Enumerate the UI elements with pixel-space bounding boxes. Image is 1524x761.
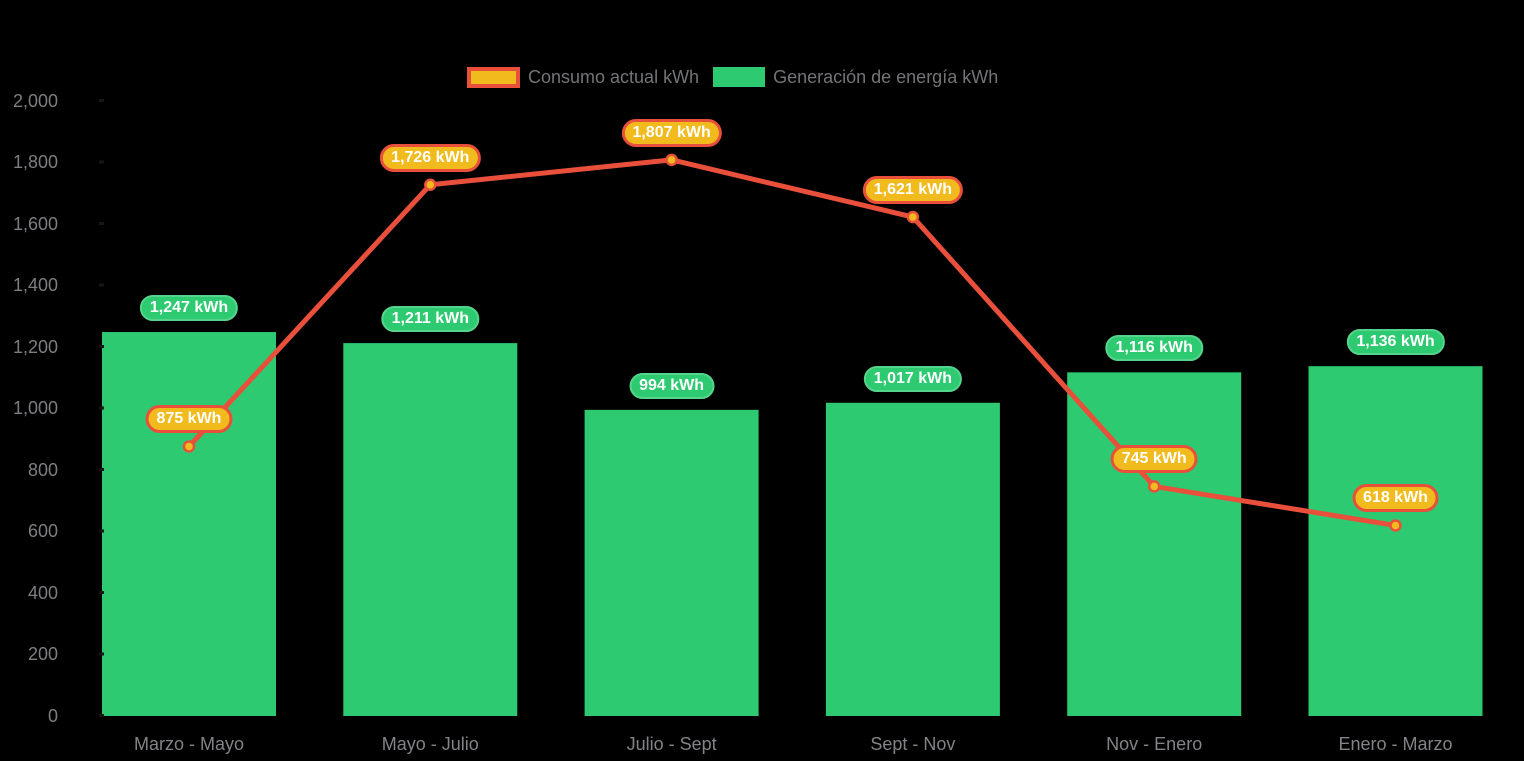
y-axis-tick	[99, 406, 104, 410]
x-axis-label: Julio - Sept	[626, 734, 717, 754]
line-value-label: 745 kWh	[1110, 445, 1198, 474]
bar-value-label: 994 kWh	[629, 372, 715, 399]
consumo-point[interactable]	[424, 178, 437, 192]
generation-bar[interactable]	[343, 343, 518, 716]
bar-value-label: 1,116 kWh	[1105, 335, 1203, 362]
generation-bar[interactable]	[584, 409, 759, 716]
y-axis-label: 800	[27, 459, 58, 480]
y-axis-label: 400	[27, 582, 58, 603]
generation-bar[interactable]	[102, 332, 276, 716]
consumo-point[interactable]	[1147, 480, 1161, 493]
y-axis-label: 2,000	[12, 90, 58, 111]
x-axis-label: Sept - Nov	[870, 734, 956, 754]
consumo-point[interactable]	[182, 440, 196, 453]
line-value-label: 1,807 kWh	[621, 118, 722, 147]
line-value-label: 1,726 kWh	[380, 143, 481, 172]
x-axis-label: Mayo - Julio	[381, 734, 479, 754]
x-axis-label: Nov - Enero	[1106, 734, 1203, 754]
generation-bar[interactable]	[1067, 372, 1242, 716]
line-value-label: 1,621 kWh	[862, 176, 964, 205]
consumo-point[interactable]	[906, 210, 920, 224]
legend-label-consumo: Consumo actual kWh	[528, 67, 700, 87]
y-axis-label: 0	[47, 705, 58, 726]
y-axis-tick	[99, 283, 104, 287]
x-axis-label: Marzo - Mayo	[133, 734, 245, 754]
y-axis-label: 200	[27, 644, 58, 664]
y-axis-tick	[99, 468, 104, 471]
generation-bar[interactable]	[1308, 366, 1483, 716]
y-axis-label: 1,000	[12, 398, 58, 418]
consumo-point[interactable]	[665, 153, 678, 167]
y-axis-label: 1,400	[12, 275, 58, 295]
bar-value-label: 1,017 kWh	[863, 365, 963, 392]
y-axis-tick	[99, 345, 104, 348]
consumo-line	[186, 157, 1398, 528]
y-axis-tick	[99, 529, 104, 533]
generacion-swatch-icon	[713, 67, 766, 87]
consumo-point[interactable]	[1389, 519, 1402, 532]
y-axis-tick	[99, 99, 104, 102]
bar-value-label: 1,211 kWh	[381, 306, 479, 333]
y-axis-tick	[99, 222, 104, 225]
y-axis-tick	[99, 591, 104, 594]
x-axis-label: Enero - Marzo	[1338, 734, 1453, 754]
y-axis-label: 600	[27, 521, 58, 541]
y-axis-label: 1,800	[12, 152, 58, 172]
generation-bar[interactable]	[825, 402, 1000, 716]
y-axis-tick	[99, 160, 104, 164]
legend: Consumo actual kWh Generación de energía…	[467, 66, 998, 88]
line-value-label: 618 kWh	[1352, 484, 1439, 513]
legend-label-generacion: Generación de energía kWh	[773, 67, 999, 87]
bar-value-label: 1,247 kWh	[139, 295, 239, 322]
y-axis-label: 1,200	[12, 336, 58, 357]
line-value-label: 875 kWh	[145, 405, 233, 434]
legend-item-consumo[interactable]: Consumo actual kWh	[467, 66, 699, 88]
bar-value-label: 1,136 kWh	[1346, 329, 1445, 356]
y-axis-tick	[99, 652, 104, 656]
y-axis-label: 1,600	[12, 213, 58, 234]
consumo-swatch-icon	[467, 66, 520, 88]
y-axis-tick	[99, 714, 104, 717]
legend-item-generacion[interactable]: Generación de energía kWh	[713, 66, 998, 88]
